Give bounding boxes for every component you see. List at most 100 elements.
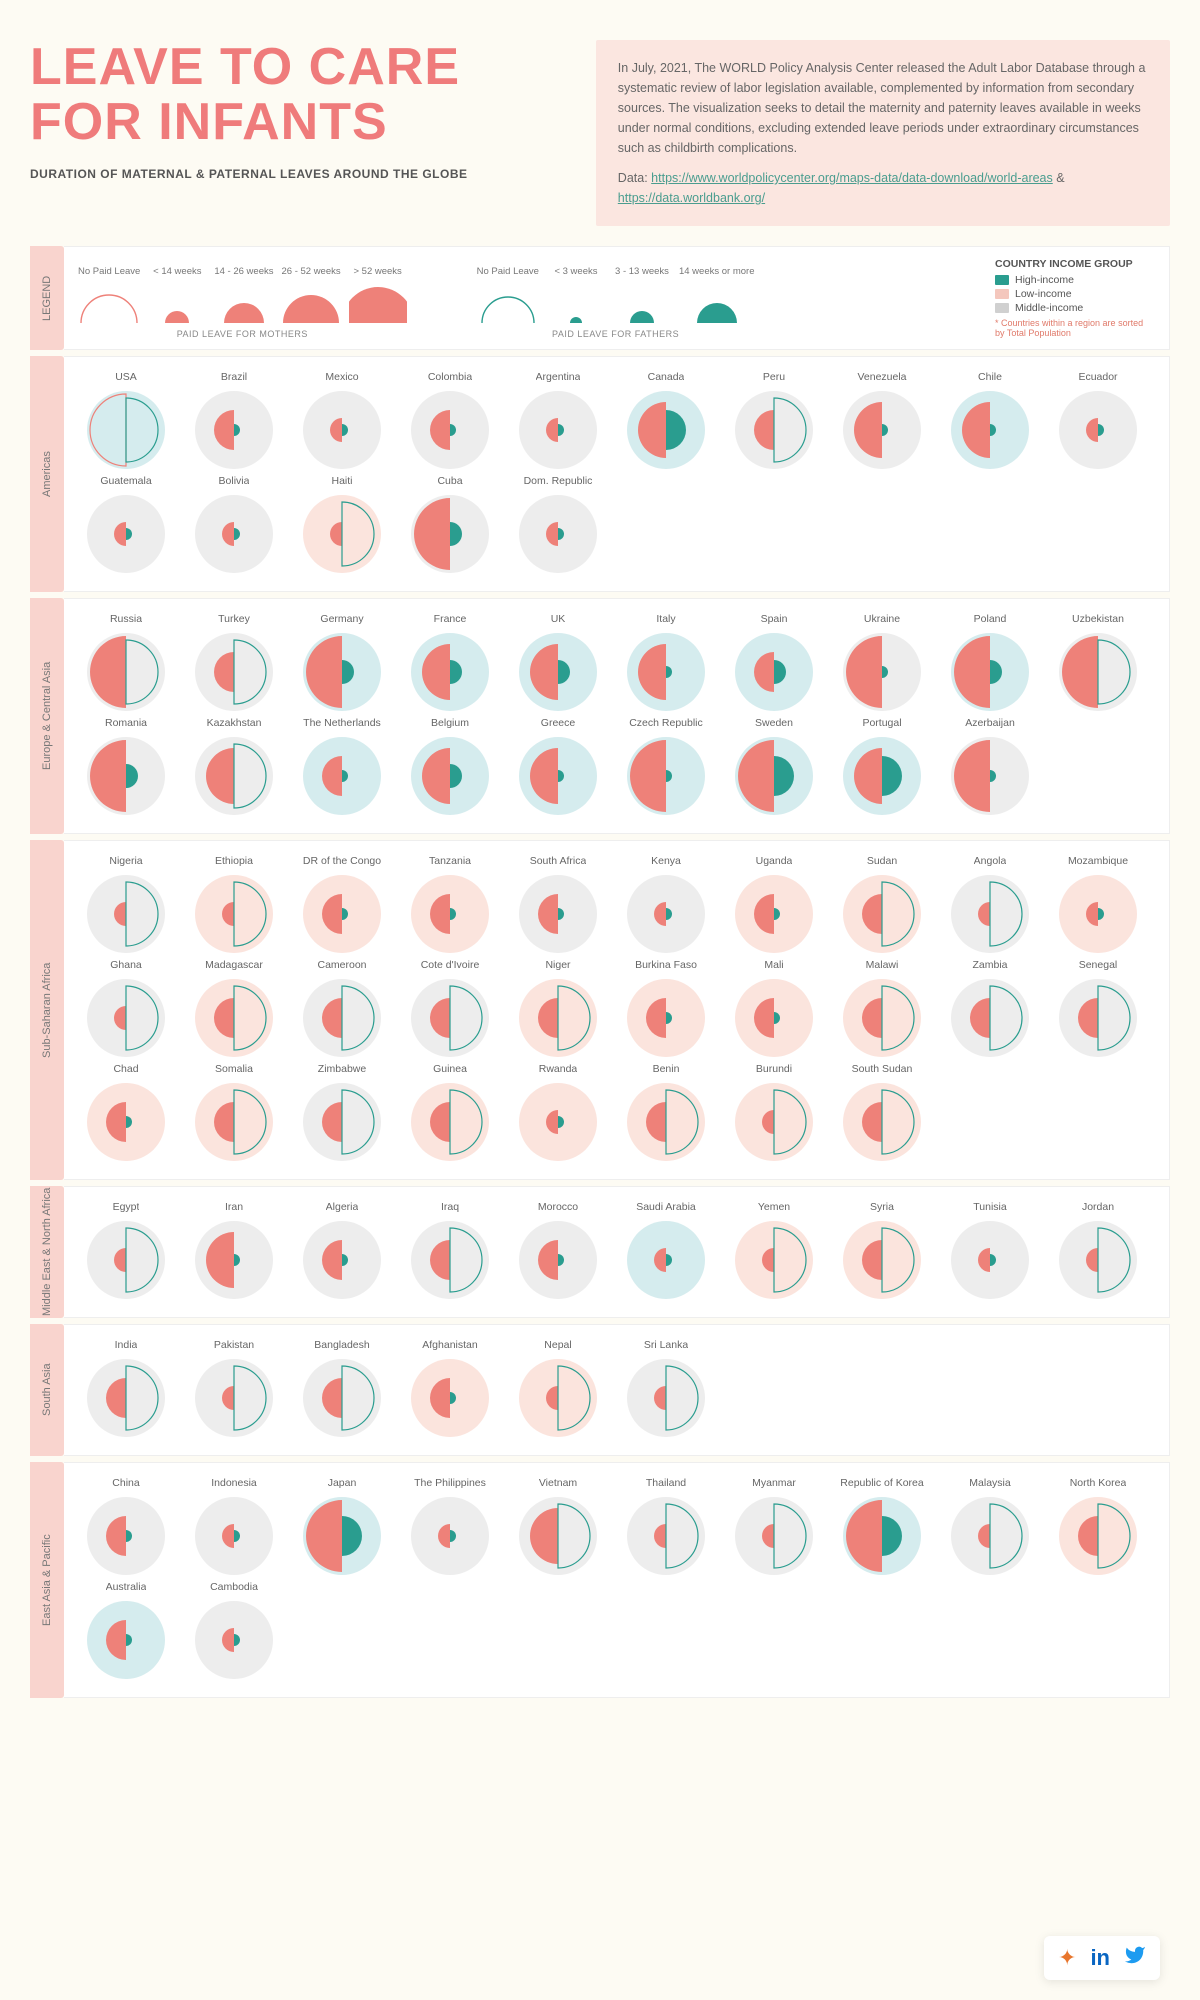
country-cell: Cuba (398, 475, 502, 573)
country-name: Cambodia (210, 1581, 258, 1595)
income-item: High-income (995, 274, 1155, 286)
country-name: Ecuador (1078, 371, 1117, 385)
country-glyph (411, 1497, 489, 1575)
country-name: Morocco (538, 1201, 578, 1215)
country-name: Haiti (331, 475, 352, 489)
country-cell: Guatemala (74, 475, 178, 573)
country-cell: Burundi (722, 1063, 826, 1161)
country-name: Zambia (972, 959, 1007, 973)
country-cell: Tunisia (938, 1201, 1042, 1299)
country-cell: The Philippines (398, 1477, 502, 1575)
country-name: Tunisia (973, 1201, 1006, 1215)
page-subtitle: DURATION OF MATERNAL & PATERNAL LEAVES A… (30, 167, 566, 181)
country-name: Sri Lanka (644, 1339, 688, 1353)
country-glyph (195, 495, 273, 573)
country-cell: Haiti (290, 475, 394, 573)
country-cell: Rwanda (506, 1063, 610, 1161)
country-cell: Nepal (506, 1339, 610, 1437)
linkedin-icon[interactable]: in (1090, 1945, 1110, 1971)
country-glyph (735, 1083, 813, 1161)
country-name: Azerbaijan (965, 717, 1015, 731)
country-name: Chile (978, 371, 1002, 385)
country-name: Sudan (867, 855, 897, 869)
tableau-icon[interactable]: ✦ (1058, 1945, 1076, 1971)
country-cell: Germany (290, 613, 394, 711)
region-row: South Asia India Pakistan Bangladesh Afg… (30, 1324, 1170, 1456)
country-glyph (627, 1083, 705, 1161)
country-cell: Egypt (74, 1201, 178, 1299)
legend-bucket: < 14 weeks (148, 257, 206, 325)
data-link-2[interactable]: https://data.worldbank.org/ (618, 191, 765, 205)
regions-container: Americas USA Brazil Mexico Colombia Arge… (30, 356, 1170, 1698)
region-tab: East Asia & Pacific (30, 1462, 64, 1698)
country-name: Peru (763, 371, 785, 385)
country-cell: North Korea (1046, 1477, 1150, 1575)
legend-bucket: > 52 weeks (349, 257, 407, 325)
country-cell: Kazakhstan (182, 717, 286, 815)
country-cell: Cameroon (290, 959, 394, 1057)
country-glyph (195, 1497, 273, 1575)
country-glyph (87, 633, 165, 711)
country-glyph (1059, 875, 1137, 953)
country-cell: Kenya (614, 855, 718, 953)
country-cell: Romania (74, 717, 178, 815)
country-glyph (87, 1359, 165, 1437)
country-cell: Dom. Republic (506, 475, 610, 573)
country-cell: Syria (830, 1201, 934, 1299)
country-cell: Guinea (398, 1063, 502, 1161)
legend-tab: LEGEND (30, 246, 64, 350)
country-cell: Zimbabwe (290, 1063, 394, 1161)
legend-body: No Paid Leave < 14 weeks 14 - 26 weeks 2… (64, 246, 1170, 350)
country-glyph (303, 495, 381, 573)
country-cell: Uganda (722, 855, 826, 953)
country-name: Kenya (651, 855, 681, 869)
country-cell: Bolivia (182, 475, 286, 573)
country-glyph (87, 1497, 165, 1575)
country-name: Nigeria (109, 855, 142, 869)
country-cell: Malaysia (938, 1477, 1042, 1575)
country-name: Afghanistan (422, 1339, 477, 1353)
country-glyph (87, 979, 165, 1057)
country-cell: Senegal (1046, 959, 1150, 1057)
country-cell: UK (506, 613, 610, 711)
region-body: Egypt Iran Algeria Iraq Morocco Saudi Ar… (64, 1186, 1170, 1318)
twitter-icon[interactable] (1124, 1944, 1146, 1972)
country-name: Germany (320, 613, 363, 627)
country-name: Venezuela (857, 371, 906, 385)
country-glyph (87, 1083, 165, 1161)
legend-bucket: 3 - 13 weeks (613, 257, 671, 325)
country-name: Rwanda (539, 1063, 578, 1077)
country-name: Belgium (431, 717, 469, 731)
country-glyph (303, 1083, 381, 1161)
country-name: Niger (545, 959, 570, 973)
country-glyph (1059, 979, 1137, 1057)
country-name: Burundi (756, 1063, 792, 1077)
page-title: LEAVE TO CARE FOR INFANTS (30, 40, 566, 149)
country-name: UK (551, 613, 566, 627)
data-link-1[interactable]: https://www.worldpolicycenter.org/maps-d… (651, 171, 1053, 185)
country-cell: Niger (506, 959, 610, 1057)
country-cell: Ghana (74, 959, 178, 1057)
region-row: Americas USA Brazil Mexico Colombia Arge… (30, 356, 1170, 592)
country-name: France (434, 613, 467, 627)
region-body: Nigeria Ethiopia DR of the Congo Tanzani… (64, 840, 1170, 1180)
country-name: Yemen (758, 1201, 790, 1215)
country-glyph (87, 875, 165, 953)
country-glyph (195, 737, 273, 815)
country-cell: Poland (938, 613, 1042, 711)
legend-fathers: No Paid Leave < 3 weeks 3 - 13 weeks 14 … (477, 257, 755, 339)
country-name: Malaysia (969, 1477, 1010, 1491)
country-cell: Iran (182, 1201, 286, 1299)
country-glyph (735, 979, 813, 1057)
country-glyph (843, 875, 921, 953)
country-glyph (843, 737, 921, 815)
country-cell: China (74, 1477, 178, 1575)
country-glyph (519, 875, 597, 953)
country-name: Ethiopia (215, 855, 253, 869)
country-glyph (951, 1221, 1029, 1299)
country-name: Turkey (218, 613, 250, 627)
legend-bucket: 26 - 52 weeks (281, 257, 340, 325)
country-cell: Cambodia (182, 1581, 286, 1679)
country-name: Portugal (862, 717, 901, 731)
description-panel: In July, 2021, The WORLD Policy Analysis… (596, 40, 1170, 226)
